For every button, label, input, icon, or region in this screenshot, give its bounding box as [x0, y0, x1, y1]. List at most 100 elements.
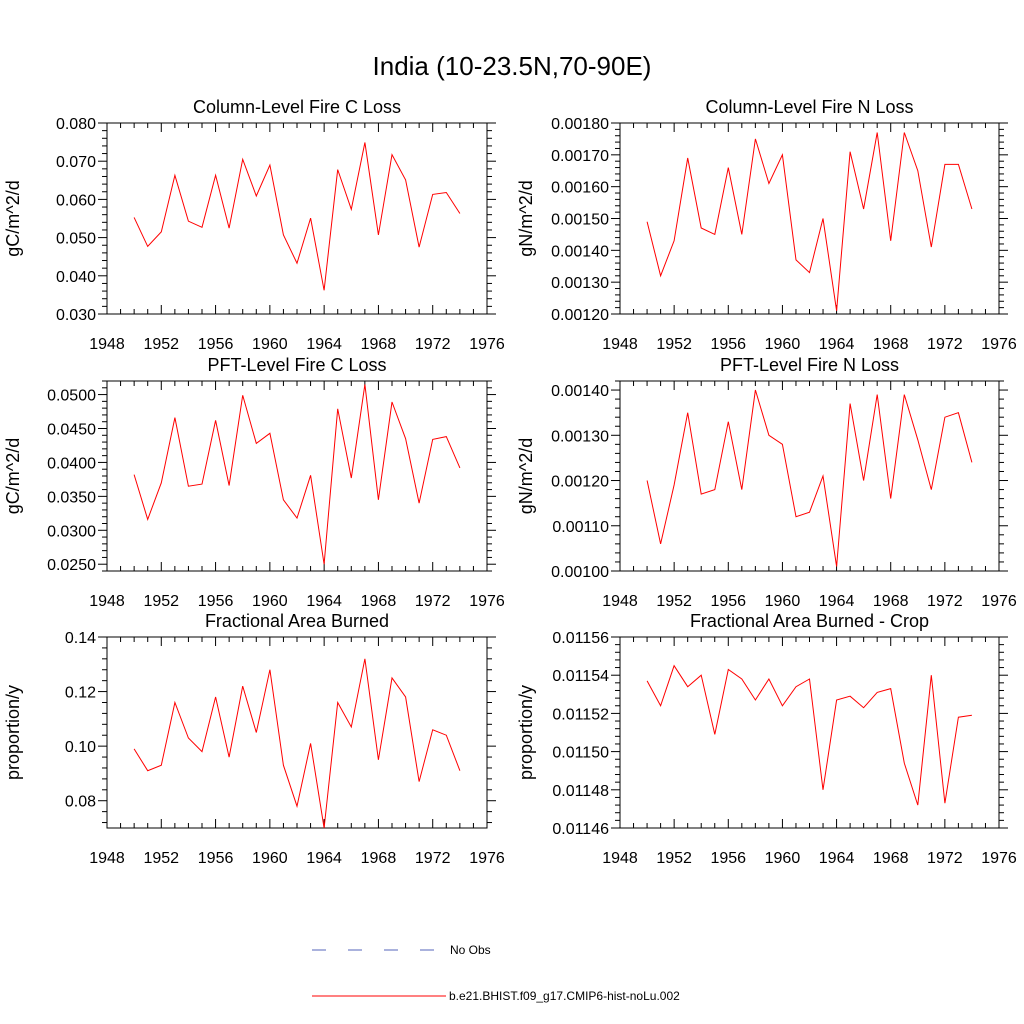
y-tick-label: 0.10: [65, 739, 96, 756]
y-tick-label: 0.0500: [47, 388, 96, 405]
x-tick-label: 1968: [873, 850, 909, 867]
x-tick-label: 1956: [710, 593, 746, 610]
y-tick-label: 0.00120: [551, 307, 609, 324]
x-tick-label: 1968: [873, 593, 909, 610]
y-tick-label: 0.01152: [552, 706, 609, 723]
series-line-model: [133, 142, 461, 291]
x-tick-label: 1960: [765, 593, 801, 610]
y-tick-label: 0.14: [65, 630, 96, 647]
x-tick-label: 1948: [89, 593, 125, 610]
x-tick-label: 1952: [143, 850, 179, 867]
y-tick-label: 0.0250: [47, 557, 96, 574]
x-tick-label: 1948: [602, 850, 638, 867]
x-tick-label: 1952: [656, 850, 692, 867]
y-tick-label: 0.050: [56, 231, 96, 248]
panel-area-burned: Fractional Area Burned proportion/y 1948 19…: [3, 611, 505, 867]
y-tick-label: 0.00140: [551, 383, 609, 400]
x-tick-label: 1968: [873, 336, 909, 353]
y-tick-label: 0.00150: [551, 212, 609, 229]
legend: No Obs b.e21.BHIST.f09_g17.CMIP6-hist-no…: [312, 943, 680, 1003]
y-axis-label: gC/m^2/d: [3, 180, 23, 256]
x-tick-label: 1960: [252, 336, 288, 353]
x-tick-label: 1972: [927, 593, 963, 610]
panel-title: PFT-Level Fire N Loss: [720, 355, 899, 375]
y-axis-label: proportion/y: [516, 685, 536, 780]
x-tick-label: 1948: [89, 336, 125, 353]
plot-frame: [619, 380, 1000, 572]
x-tick-label: 1960: [765, 336, 801, 353]
x-tick-label: 1968: [361, 593, 397, 610]
y-tick-label: 0.0400: [47, 455, 96, 472]
x-tick-label: 1960: [252, 850, 288, 867]
y-tick-label: 0.0450: [47, 422, 96, 439]
y-axis-label: gN/m^2/d: [516, 438, 536, 514]
plot-frame: [619, 122, 1000, 315]
y-tick-label: 0.040: [56, 269, 96, 286]
series-line-model: [646, 664, 972, 806]
plot-frame: [619, 636, 1000, 829]
y-tick-label: 0.01154: [552, 668, 609, 685]
x-tick-label: 1960: [765, 850, 801, 867]
panel-title: Column-Level Fire N Loss: [705, 97, 913, 117]
panel-title: PFT-Level Fire C Loss: [207, 355, 386, 375]
panels-group: Column-Level Fire C Loss gC/m^2/d 1948 1952…: [3, 97, 1017, 867]
x-tick-label: 1964: [819, 593, 855, 610]
y-axis-label: proportion/y: [3, 685, 23, 780]
y-tick-label: 0.070: [56, 154, 96, 171]
x-tick-label: 1964: [306, 593, 342, 610]
x-tick-label: 1976: [469, 593, 505, 610]
x-tick-label: 1956: [198, 850, 234, 867]
x-tick-label: 1976: [981, 850, 1017, 867]
x-tick-label: 1972: [927, 336, 963, 353]
x-tick-label: 1956: [198, 593, 234, 610]
series-line-model: [646, 389, 973, 567]
y-tick-label: 0.00100: [551, 564, 609, 581]
x-tick-label: 1972: [415, 850, 451, 867]
y-tick-label: 0.0350: [47, 489, 96, 506]
plot-frame: [106, 380, 488, 572]
y-tick-label: 0.00180: [551, 116, 609, 133]
y-tick-label: 0.01146: [552, 821, 609, 838]
x-tick-label: 1956: [710, 336, 746, 353]
panel-title: Fractional Area Burned - Crop: [690, 611, 929, 631]
y-tick-label: 0.00130: [551, 275, 609, 292]
legend-label-no-obs: No Obs: [450, 943, 491, 957]
x-tick-label: 1976: [469, 850, 505, 867]
plot-frame: [106, 636, 488, 829]
y-tick-label: 0.00140: [551, 243, 609, 260]
y-tick-label: 0.030: [56, 307, 96, 324]
x-tick-label: 1948: [89, 850, 125, 867]
x-tick-label: 1952: [656, 336, 692, 353]
panel-col-fire-n: Column-Level Fire N Loss gN/m^2/d 1948 1952…: [516, 97, 1017, 353]
plot-frame: [106, 122, 488, 315]
x-tick-label: 1976: [981, 593, 1017, 610]
panel-col-fire-c: Column-Level Fire C Loss gC/m^2/d 1948 1952…: [3, 97, 505, 353]
x-tick-label: 1956: [198, 336, 234, 353]
x-tick-label: 1972: [927, 850, 963, 867]
x-tick-label: 1964: [306, 336, 342, 353]
y-tick-label: 0.00110: [552, 519, 609, 536]
y-tick-label: 0.00160: [551, 180, 609, 197]
x-tick-label: 1960: [252, 593, 288, 610]
y-axis-label: gN/m^2/d: [516, 180, 536, 256]
panel-pft-fire-n: PFT-Level Fire N Loss gN/m^2/d 1948 1952 195…: [516, 355, 1017, 610]
x-tick-label: 1976: [981, 336, 1017, 353]
x-tick-label: 1968: [361, 336, 397, 353]
x-tick-label: 1964: [819, 336, 855, 353]
panel-title: Fractional Area Burned: [205, 611, 389, 631]
x-tick-label: 1964: [306, 850, 342, 867]
x-tick-label: 1952: [143, 336, 179, 353]
y-tick-label: 0.0300: [47, 523, 96, 540]
y-tick-label: 0.08: [65, 794, 96, 811]
x-tick-label: 1952: [143, 593, 179, 610]
series-line-model: [133, 658, 461, 829]
series-line-model: [646, 132, 973, 311]
x-tick-label: 1956: [710, 850, 746, 867]
x-tick-label: 1968: [361, 850, 397, 867]
y-tick-label: 0.01148: [552, 783, 609, 800]
y-tick-label: 0.060: [56, 192, 96, 209]
panel-area-burned-crop: Fractional Area Burned - Crop proportion/…: [516, 611, 1017, 867]
panel-pft-fire-c: PFT-Level Fire C Loss gC/m^2/d 1948 1952 195…: [3, 355, 505, 610]
y-tick-label: 0.01150: [552, 745, 609, 762]
